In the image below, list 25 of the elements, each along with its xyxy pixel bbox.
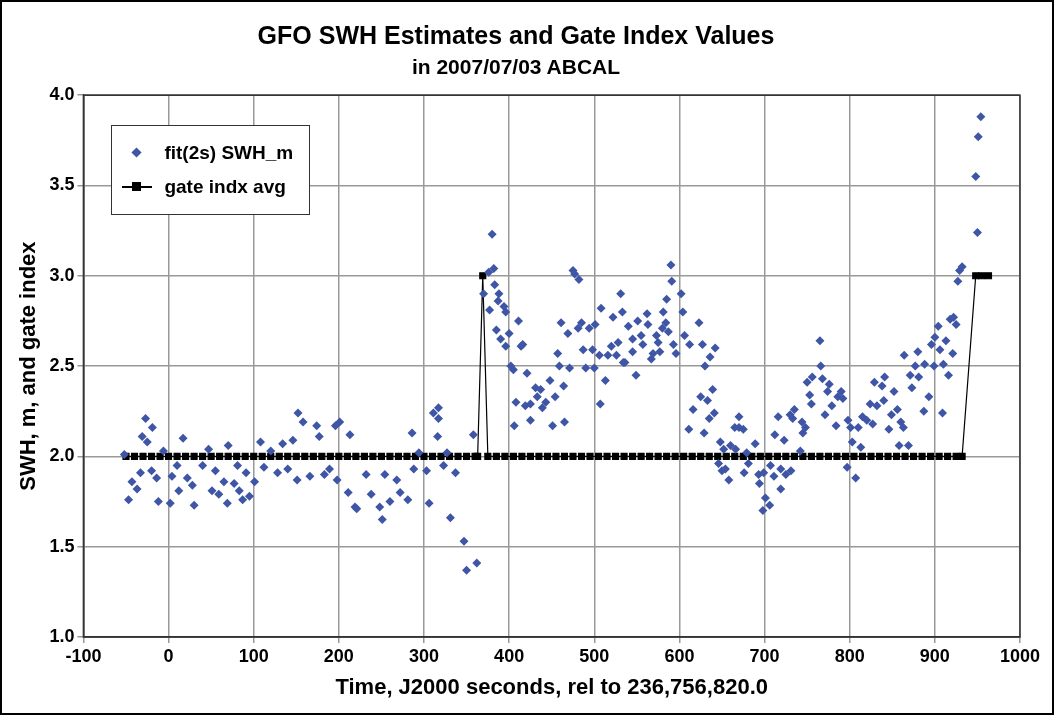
legend-label: gate indx avg (164, 176, 286, 199)
y-tick-label: 2.0 (49, 445, 75, 466)
x-tick-label: 0 (163, 645, 174, 666)
chart-title: GFO SWH Estimates and Gate Index Values (257, 20, 775, 49)
x-tick-label: 300 (408, 645, 440, 666)
x-tick-label: 400 (494, 645, 525, 666)
y-axis-title: SWH, m, and gate index (15, 240, 41, 491)
x-tick-label: 200 (323, 645, 354, 666)
y-tick-label: 1.5 (49, 535, 75, 556)
y-tick-label: 4.0 (49, 84, 75, 105)
chart-subtitle: in 2007/07/03 ABCAL (411, 55, 621, 79)
x-tick-label: 600 (664, 645, 695, 666)
y-tick-label: 3.5 (49, 174, 75, 195)
x-tick-label: 500 (579, 645, 610, 666)
x-tick-label: 100 (238, 645, 269, 666)
legend-label: fit(2s) SWH_m (164, 142, 294, 165)
x-tick-label: 700 (749, 645, 780, 666)
x-tick-label: -100 (65, 645, 102, 666)
y-tick-label: 2.5 (49, 355, 75, 376)
y-tick-label: 1.0 (49, 625, 75, 646)
x-axis-title: Time, J2000 seconds, rel to 236,756,820.0 (335, 673, 768, 699)
y-tick-label: 3.0 (49, 264, 75, 285)
x-tick-label: 1000 (999, 645, 1041, 666)
x-tick-label: 900 (919, 645, 950, 666)
x-tick-label: 800 (834, 645, 865, 666)
